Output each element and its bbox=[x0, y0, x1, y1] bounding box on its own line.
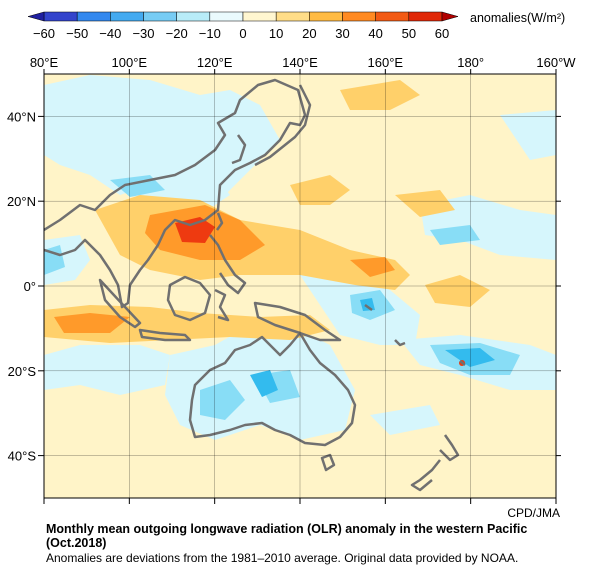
negative-anomaly-strong bbox=[250, 298, 495, 397]
caption-note: Anomalies are deviations from the 1981–2… bbox=[46, 551, 519, 565]
color-legend-tick-label: 0 bbox=[239, 26, 246, 41]
longitude-label: 180° bbox=[457, 55, 484, 70]
color-legend-swatch bbox=[110, 11, 144, 22]
color-legend-tick-label: 40 bbox=[368, 26, 382, 41]
color-legend-tick-label: 20 bbox=[302, 26, 316, 41]
color-legend-ticks: −60 −50 −40 −30 −20 −10 0 10 20 30 40 50 60 bbox=[33, 26, 449, 41]
color-legend-tick-label: −10 bbox=[199, 26, 221, 41]
latitude-label: 40°N bbox=[7, 109, 36, 124]
olr-anomaly-map: 80°E 100°E 120°E 140°E 160°E 180° 160°W 40°N 20… bbox=[7, 55, 576, 504]
credit-label: CPD/JMA bbox=[507, 506, 560, 520]
color-legend-tick-label: 30 bbox=[335, 26, 349, 41]
color-legend-swatch bbox=[76, 11, 111, 22]
longitude-label: 80°E bbox=[30, 55, 59, 70]
color-legend-tick-label: 10 bbox=[269, 26, 283, 41]
color-legend-tick-label: −60 bbox=[33, 26, 55, 41]
caption-title: Monthly mean outgoing longwave radiation… bbox=[46, 522, 528, 550]
color-legend-bar bbox=[27, 11, 459, 22]
color-legend-swatch bbox=[375, 11, 410, 22]
longitude-label: 100°E bbox=[112, 55, 148, 70]
latitude-label: 20°N bbox=[7, 194, 36, 209]
color-legend-swatch bbox=[43, 11, 78, 22]
color-legend-swatch bbox=[342, 11, 376, 22]
map-frame bbox=[43, 73, 557, 499]
color-legend-swatch bbox=[242, 11, 277, 22]
latitude-label: 20°S bbox=[8, 364, 37, 379]
color-legend-min-arrow bbox=[27, 11, 45, 22]
color-legend-unit: anomalies(W/m²) bbox=[470, 11, 565, 25]
longitude-label: 160°W bbox=[536, 55, 576, 70]
color-legend-swatch bbox=[275, 11, 310, 22]
color-legend-tick-label: −20 bbox=[166, 26, 188, 41]
longitude-label: 160°E bbox=[368, 55, 404, 70]
color-legend-swatch bbox=[143, 11, 177, 22]
coastlines bbox=[44, 78, 466, 492]
color-legend-tick-label: −50 bbox=[66, 26, 88, 41]
longitude-label: 140°E bbox=[282, 55, 318, 70]
color-legend-swatch bbox=[408, 11, 443, 22]
color-legend-swatch bbox=[209, 11, 244, 22]
color-legend-tick-label: 60 bbox=[435, 26, 449, 41]
latitude-label: 40°S bbox=[8, 449, 37, 464]
color-legend-tick-label: −30 bbox=[132, 26, 154, 41]
color-legend-tick-label: −40 bbox=[99, 26, 121, 41]
color-legend-swatch bbox=[176, 11, 211, 22]
color-legend: −60 −50 −40 −30 −20 −10 0 10 20 30 40 50 60 anomalie… bbox=[27, 11, 565, 41]
color-legend-max-arrow bbox=[441, 11, 459, 22]
longitude-labels: 80°E 100°E 120°E 140°E 160°E 180° 160°W bbox=[30, 55, 576, 70]
color-legend-swatch bbox=[309, 11, 343, 22]
graticule bbox=[38, 69, 561, 504]
latitude-labels: 40°N 20°N 0° 20°S 40°S bbox=[7, 109, 36, 463]
color-legend-tick-label: 50 bbox=[402, 26, 416, 41]
longitude-label: 120°E bbox=[197, 55, 233, 70]
latitude-label: 0° bbox=[24, 279, 36, 294]
